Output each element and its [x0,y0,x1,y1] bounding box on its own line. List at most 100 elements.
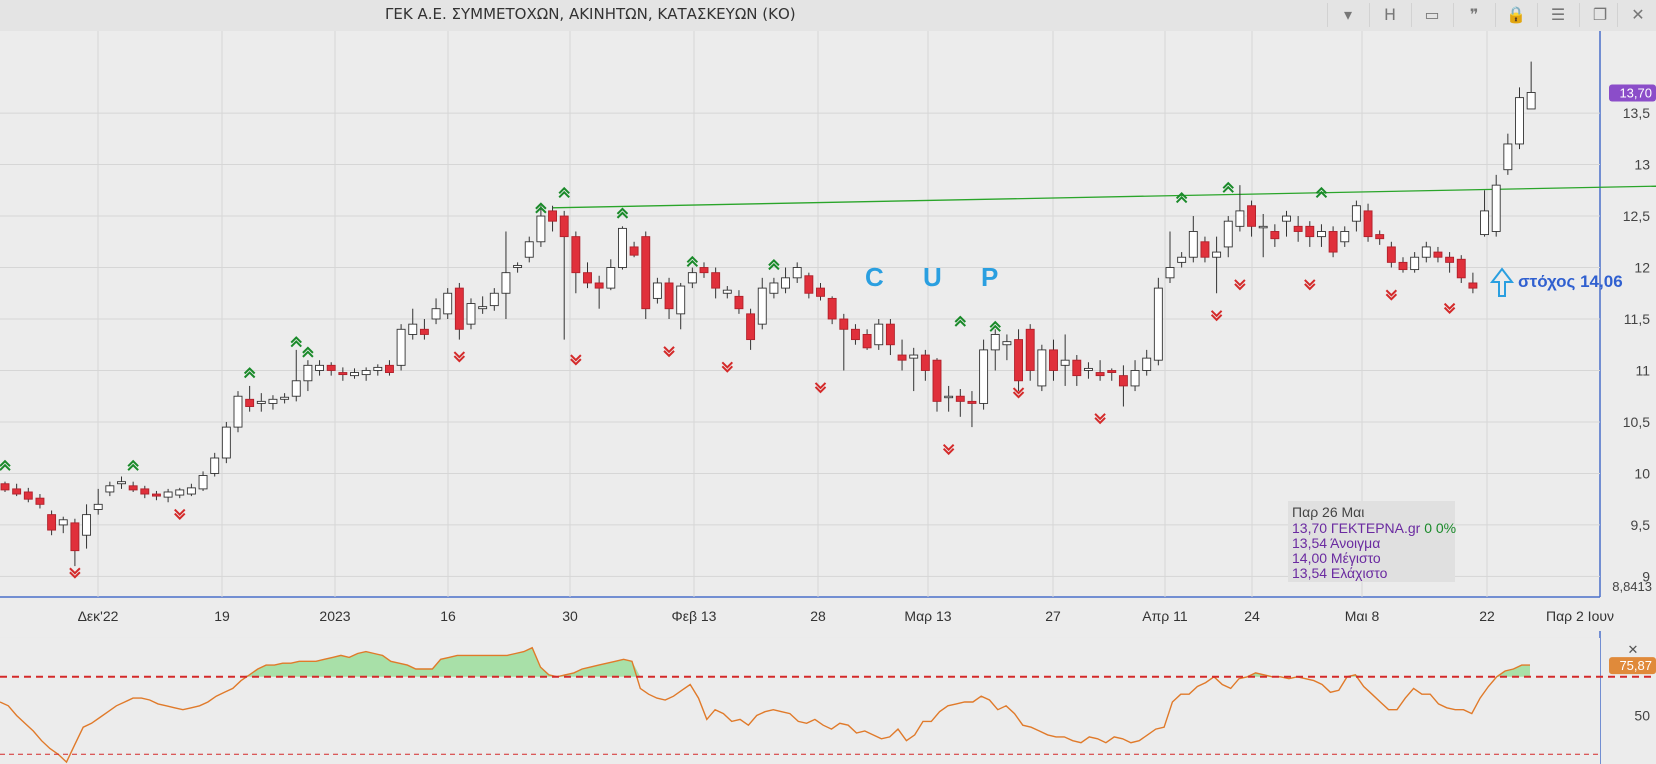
indicator-overbought-fill [0,647,1530,677]
candle [1526,61,1536,110]
candle-body [268,398,278,404]
info-change: 0 0% [1420,520,1456,536]
candle-body [1130,370,1140,387]
candle-body [303,364,313,382]
candle [513,262,523,273]
date-tick-label: 24 [1244,608,1260,624]
candle-body [1014,339,1023,382]
candle [245,385,255,412]
candle-body [1445,256,1455,263]
candle-body [687,272,697,284]
down-arrow-icon [663,346,675,358]
candle [536,205,546,247]
panel-icon[interactable]: ▭ [1411,3,1452,27]
candle [629,241,639,258]
candle [699,262,709,278]
info-date: Παρ 26 Μαι [1292,504,1364,520]
candle [1305,221,1315,247]
candle [361,367,371,381]
candle-body [746,313,756,341]
candle-body [1200,241,1210,258]
candle-body [652,282,662,299]
candle [1188,216,1198,263]
candle-body [1468,282,1478,289]
candle [769,277,779,299]
candle [851,324,860,345]
candle [408,308,418,340]
candle-body [151,493,161,497]
axis-bg [1600,31,1656,764]
candle [1433,246,1443,263]
price-tick-label: 9 [1642,568,1650,584]
date-tick-label: 27 [1045,608,1061,624]
candle-body [291,380,301,397]
candle [58,516,68,534]
candle [1398,257,1408,273]
price-chart[interactable]: 9 9,5 10 10,5 11 11,5 12 12,5 13 13,5 8,8413 Δεκ'22… [0,31,1656,764]
candle [454,282,464,340]
info-box [1288,501,1455,582]
candle [105,481,115,497]
candle [489,288,499,311]
candle-body [1095,372,1105,377]
candle [897,339,907,371]
down-arrow-icon [1012,387,1025,399]
candle-body [839,318,849,330]
candle-body [629,246,639,256]
candle [1515,87,1524,150]
candle-body [618,227,627,268]
candle [1375,230,1385,245]
candle-body [1002,341,1012,346]
candle [1270,224,1280,247]
candle-body [897,354,907,361]
date-tick-label: Μαρ 13 [904,608,951,624]
candle-body [1503,143,1513,171]
candle-body [734,295,744,310]
candle-body [1421,246,1431,258]
candle-body [501,272,511,294]
up-arrow-icon [989,320,1001,332]
candle-body [722,289,732,294]
candle-body [1363,210,1373,238]
close-window-icon[interactable]: ✕ [1617,3,1656,27]
candle [594,275,604,309]
candle [862,329,872,350]
candle-body [186,487,196,495]
comment-icon[interactable]: ❞ [1453,3,1494,27]
candle-body [198,475,208,490]
candle-body [1340,231,1350,243]
candle [1340,226,1350,247]
last-price-badge [1609,84,1656,102]
candle-body [676,285,686,315]
candle [373,364,383,376]
candle-body [979,349,989,404]
dropdown-chevron-icon[interactable]: ▾ [1327,3,1368,27]
candle-body [1025,328,1035,371]
candle [1025,324,1035,381]
candle-body [804,275,814,294]
candle-body [1270,231,1280,240]
menu-icon[interactable]: ☰ [1537,3,1578,27]
candle-body [128,485,138,491]
candle-body [12,488,22,495]
candle-body [221,426,231,459]
candle-body [513,265,523,268]
candle-body [1153,287,1163,361]
candle [23,487,33,503]
candle [1072,355,1082,386]
candle [909,347,919,392]
candle-body [408,323,418,335]
candle-body [419,328,429,335]
candle-body [0,483,10,491]
up-arrow-icon [535,202,547,214]
candle-body [1410,256,1420,271]
candle-body [990,333,1000,351]
candle-body [443,292,453,315]
period-h-button[interactable]: H [1369,3,1410,27]
candle-body [816,287,825,297]
cup-pattern-label: C U P [865,262,1014,292]
candle-body [699,267,709,274]
candle [1083,362,1093,379]
lock-icon[interactable]: 🔒 [1495,3,1536,27]
restore-window-icon[interactable]: ❐ [1579,3,1620,27]
